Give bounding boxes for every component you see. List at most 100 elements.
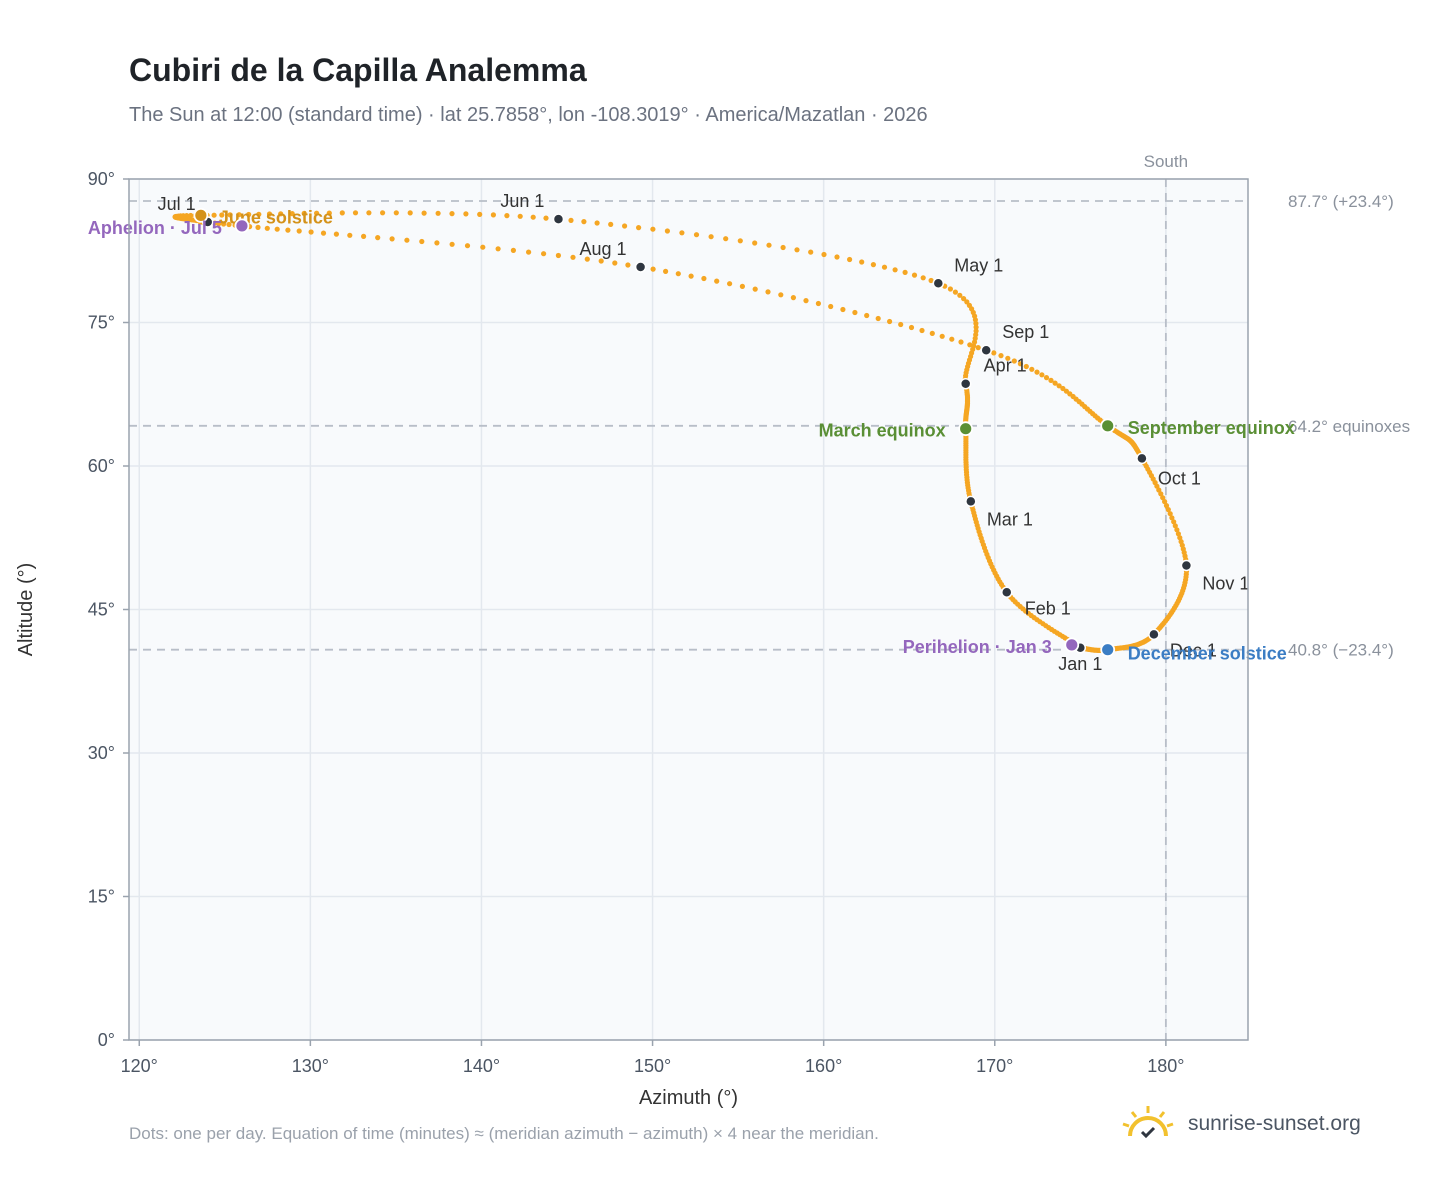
day-dot [366,210,372,216]
day-dot [226,221,232,228]
day-dot [780,244,786,251]
day-dot [911,272,918,278]
reference-lines: 87.7° (+23.4°) 64.2° equinoxes 40.8° (−23.… [129,152,1410,1040]
month-marker [1148,628,1160,641]
day-dot [752,286,758,292]
day-dot [1048,377,1054,383]
day-dot [255,224,261,230]
day-dot [821,251,827,258]
x-tick-label: 150° [634,1056,671,1076]
day-dot [1160,495,1166,501]
day-dot [898,321,904,328]
day-dot [1162,499,1168,505]
day-dot [975,345,981,351]
day-dot [274,226,280,232]
day-dot [517,213,523,219]
y-tick-label: 15° [88,887,115,907]
day-dot [859,259,865,265]
day-dot [320,230,327,236]
day-dot [1171,519,1177,525]
event-marker [1100,418,1116,434]
day-dot [434,240,440,246]
day-dot [852,309,858,316]
brand-text: sunrise-sunset.org [1188,1112,1361,1135]
day-dot [1043,375,1050,381]
y-tick-label: 60° [88,456,115,476]
x-tick-label: 170° [976,1056,1013,1076]
day-dot [1167,511,1173,517]
day-dot [211,212,217,218]
day-dot [1169,515,1175,521]
event-label: December solstice [1128,644,1287,664]
day-dot [246,211,252,218]
day-dot [278,211,284,217]
day-dot [510,247,516,253]
event-label: Perihelion · Jan 3 [903,637,1052,657]
month-label: Aug 1 [580,239,627,259]
day-dot [737,238,743,244]
day-dot [765,289,771,295]
sun-logo-icon [1122,1106,1174,1139]
page-subtitle: The Sun at 12:00 (standard time) · lat 2… [129,104,928,126]
y-tick-label: 45° [88,600,115,620]
day-dot [463,211,469,217]
day-dot [526,249,532,255]
month-marker [1180,559,1193,572]
month-label: Sep 1 [1002,322,1049,342]
day-dot [333,231,339,237]
day-dot [920,275,926,281]
month-label: May 1 [954,255,1003,275]
day-dot [352,210,359,216]
brand[interactable]: sunrise-sunset.org [1120,1104,1361,1144]
day-dot [584,256,590,262]
day-dot [808,249,814,255]
day-dot [1017,361,1024,367]
day-dot [285,227,291,233]
month-label: Feb 1 [1025,598,1071,618]
day-dot [973,328,979,334]
month-marker [965,495,977,508]
day-dot [570,254,576,260]
month-label: Oct 1 [1158,468,1201,488]
day-dot [739,283,746,289]
day-dot [477,211,483,217]
day-dot [714,278,720,284]
day-dot [530,214,536,220]
day-dot [949,336,955,342]
day-dot [664,228,671,234]
day-dot [314,210,320,216]
day-dot [967,342,973,348]
day-dot [407,210,413,216]
month-label: Apr 1 [984,356,1027,376]
event-marker [1064,637,1080,653]
day-dot [840,306,846,313]
day-dot [928,277,934,284]
day-dot [216,220,222,227]
day-dot [790,295,797,301]
day-dot [449,211,455,217]
day-dot [663,268,669,274]
day-dot [301,210,307,216]
day-dot [723,236,729,242]
day-dot [870,262,877,268]
footnote: Dots: one per day. Equation of time (min… [129,1124,879,1143]
day-dot [541,251,547,257]
day-dot [803,298,809,304]
day-dot [947,286,954,292]
day-dot [1029,366,1035,372]
month-marker [932,277,945,290]
y-tick-label: 75° [88,313,115,333]
day-dot [929,330,935,336]
y-axis-label: Altitude (°) [15,563,37,657]
day-dot [543,215,549,221]
day-dot [778,292,784,298]
day-dot [961,296,967,302]
event-label: March equinox [819,421,946,441]
day-dot [256,211,262,217]
y-tick-label: 90° [88,169,115,189]
day-dot [361,233,367,239]
day-dot [581,219,587,225]
day-dot [1034,369,1040,375]
x-tick-label: 130° [292,1056,329,1076]
day-dot [289,211,295,217]
